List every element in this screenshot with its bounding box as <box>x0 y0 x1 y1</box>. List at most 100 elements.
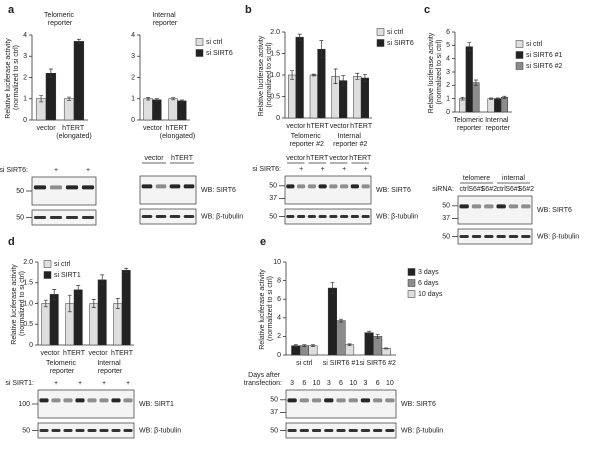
blot-band <box>311 398 322 403</box>
legend-label: si SIRT1 <box>54 272 81 279</box>
legend-label: si ctrl <box>526 41 543 48</box>
blot-label: WB: β-tubulin <box>201 213 243 220</box>
legend-swatch <box>407 268 416 276</box>
blot-band <box>299 429 309 432</box>
mw-marker: 37 <box>270 409 278 416</box>
blot-label: WB: β-tubulin <box>139 427 181 434</box>
y-tick-label: 1.5 <box>23 280 33 287</box>
blot-band <box>373 429 383 432</box>
blot-band <box>318 184 327 189</box>
y-tick-label: 3 <box>23 53 27 60</box>
y-tick-label: 2.0 <box>270 29 280 36</box>
blot-band <box>484 235 494 238</box>
legend-swatch <box>376 28 385 36</box>
blot-band <box>183 215 195 218</box>
blot-label: WB: SIRT6 <box>376 187 411 194</box>
error-bar <box>367 330 372 335</box>
legend-label: 3 days <box>418 269 439 276</box>
error-bar <box>384 347 389 350</box>
mw-marker: 50 <box>269 183 277 190</box>
bar <box>459 98 467 113</box>
blot-band <box>307 184 316 189</box>
y-tick-label: 0 <box>277 352 281 359</box>
y-tick-label: 2 <box>131 74 135 81</box>
chart-title: Telomeric reporter <box>44 12 76 27</box>
blot-band <box>459 235 469 238</box>
lane-tick-label: + <box>86 167 90 174</box>
legend-swatch <box>43 271 52 279</box>
x-tick-label: si SIRT6 #1 <box>323 360 360 367</box>
y-tick-label: 8 <box>277 277 281 284</box>
legend-swatch <box>515 40 524 48</box>
blot-band <box>169 215 181 218</box>
y-tick-label: 1 <box>446 96 450 103</box>
error-bar <box>154 98 159 102</box>
blot-band <box>385 429 395 432</box>
blot-band <box>336 398 346 403</box>
lane-tick-label: 3 <box>290 380 294 387</box>
blot-band <box>324 398 334 403</box>
y-tick-label: 1.0 <box>270 72 280 79</box>
blot-band <box>286 215 295 218</box>
y-tick-label: 1 <box>23 96 27 103</box>
bar <box>177 100 187 121</box>
blot-band <box>361 184 370 189</box>
bar <box>308 345 318 356</box>
blot-band <box>39 429 49 432</box>
x-tick-label: hTERT <box>350 123 373 130</box>
blot-band <box>287 398 297 403</box>
error-bar <box>333 68 338 84</box>
bar <box>360 77 369 119</box>
error-bar <box>124 267 129 273</box>
error-bar <box>115 298 120 309</box>
error-bar <box>347 343 352 347</box>
bar <box>113 303 123 346</box>
error-bar <box>473 79 478 86</box>
bar <box>299 345 309 356</box>
error-bar <box>460 96 465 101</box>
chart-title: Internal reporter <box>152 12 178 27</box>
panel-letter: d <box>8 236 15 248</box>
lane-label: Days after transfection: <box>244 372 282 387</box>
lane-tick-label: 6 <box>339 380 343 387</box>
lane-tick-label: + <box>102 380 106 387</box>
mw-marker: 50 <box>442 233 450 240</box>
bar <box>373 336 383 356</box>
bar <box>152 99 162 121</box>
y-tick-label: 6 <box>446 29 450 36</box>
x-tick-label: Internal reporter <box>485 117 511 132</box>
x-tick-label: si ctrl <box>296 360 313 367</box>
lane-tick-label: 10 <box>313 380 321 387</box>
blot-band <box>311 429 322 432</box>
y-tick-label: 1 <box>131 96 135 103</box>
y-axis-label: Relative luciferase activity (normalized… <box>258 34 273 116</box>
lane-tick-label: + <box>364 166 368 173</box>
bar <box>465 46 473 113</box>
blot-band <box>87 429 97 432</box>
y-tick-label: 0 <box>446 109 450 116</box>
lane-label: siRNA: <box>432 186 454 193</box>
bar <box>49 294 59 346</box>
blot-band <box>508 204 519 209</box>
error-bar <box>355 72 360 80</box>
group-label: Internal reporter #2 <box>333 133 367 148</box>
legend-label: si ctrl <box>54 261 71 268</box>
error-bar <box>330 282 335 294</box>
y-tick-label: 10 <box>273 259 281 266</box>
group-label: Telomeric reporter <box>46 360 78 375</box>
legend-swatch <box>376 39 385 47</box>
bar <box>41 303 51 346</box>
blot-band <box>111 398 121 403</box>
bar <box>472 82 480 113</box>
y-tick-label: 4 <box>446 56 450 63</box>
bar <box>494 98 502 113</box>
lane-tick-label: + <box>321 166 325 173</box>
bar <box>73 289 83 346</box>
blot-header: vector <box>286 155 306 162</box>
x-tick-label: hTERT <box>111 350 134 357</box>
blot-band <box>329 184 338 189</box>
blot-band <box>51 429 61 432</box>
y-tick-label: 3 <box>131 53 135 60</box>
x-tick-label: hTERT (elongated) <box>56 125 91 140</box>
bar <box>500 97 508 113</box>
